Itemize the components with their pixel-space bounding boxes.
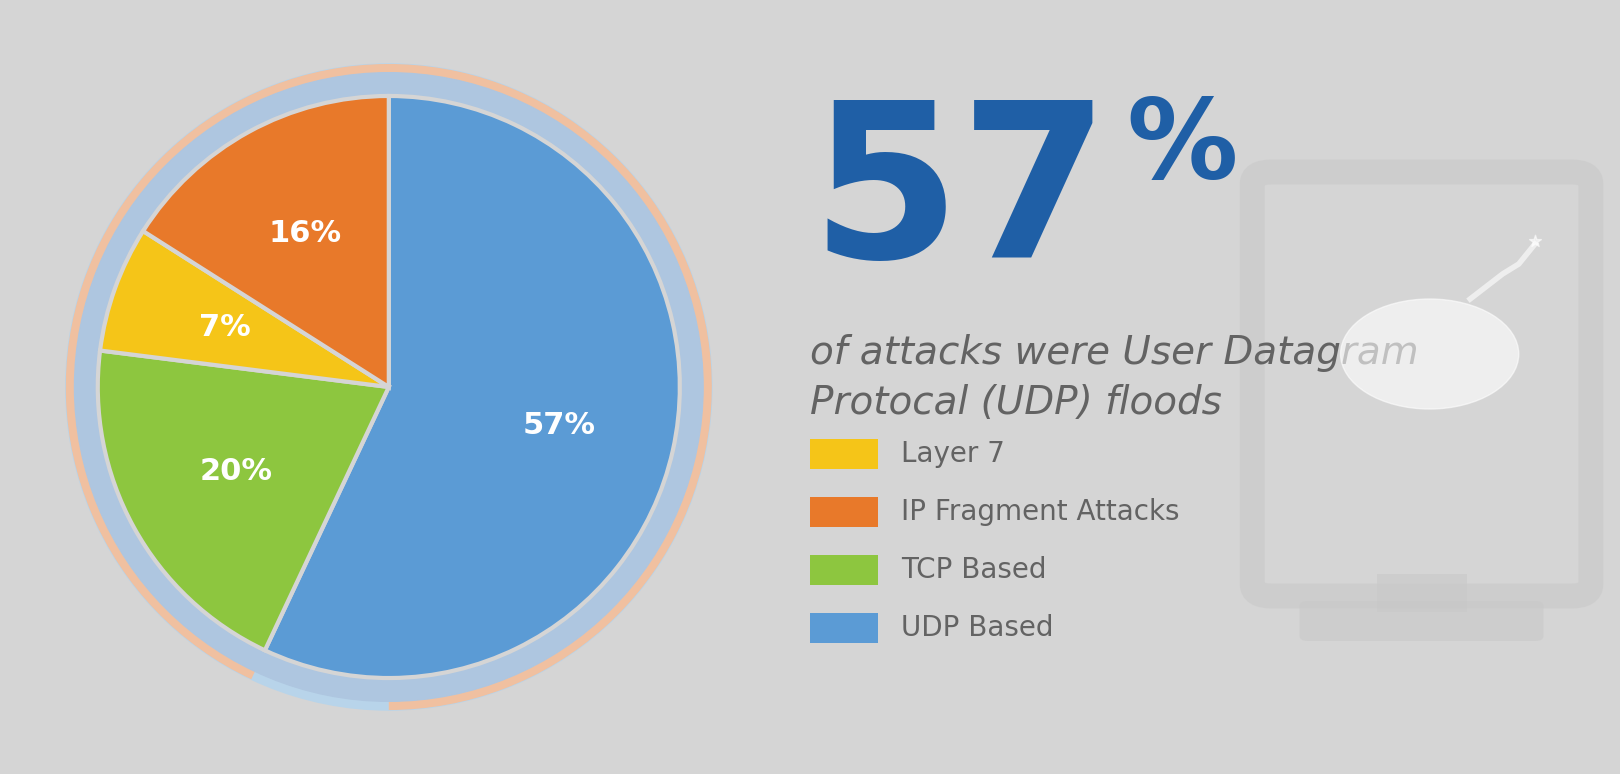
FancyBboxPatch shape xyxy=(810,497,878,527)
Wedge shape xyxy=(266,96,680,678)
Wedge shape xyxy=(100,231,389,387)
Text: Protocal (UDP) floods: Protocal (UDP) floods xyxy=(810,384,1221,422)
Circle shape xyxy=(75,73,703,701)
FancyBboxPatch shape xyxy=(1293,197,1550,571)
Text: 57%: 57% xyxy=(523,410,596,440)
Text: 20%: 20% xyxy=(199,457,272,485)
FancyBboxPatch shape xyxy=(810,555,878,585)
Text: 7%: 7% xyxy=(199,313,251,342)
Text: Layer 7: Layer 7 xyxy=(901,440,1004,468)
FancyBboxPatch shape xyxy=(810,613,878,643)
Wedge shape xyxy=(97,351,389,650)
Text: 16%: 16% xyxy=(269,220,342,248)
Circle shape xyxy=(1341,299,1520,409)
Text: UDP Based: UDP Based xyxy=(901,614,1053,642)
Text: IP Fragment Attacks: IP Fragment Attacks xyxy=(901,498,1179,526)
FancyBboxPatch shape xyxy=(810,439,878,469)
Text: %: % xyxy=(1126,94,1238,201)
Text: TCP Based: TCP Based xyxy=(901,556,1047,584)
Wedge shape xyxy=(66,64,711,710)
Text: of attacks were User Datagram: of attacks were User Datagram xyxy=(810,334,1419,372)
Circle shape xyxy=(66,64,711,710)
FancyBboxPatch shape xyxy=(1299,601,1544,641)
Circle shape xyxy=(68,67,710,707)
Point xyxy=(1523,235,1549,247)
Wedge shape xyxy=(143,96,389,387)
Wedge shape xyxy=(389,67,710,676)
FancyBboxPatch shape xyxy=(1377,574,1466,612)
Text: 57: 57 xyxy=(810,94,1110,303)
